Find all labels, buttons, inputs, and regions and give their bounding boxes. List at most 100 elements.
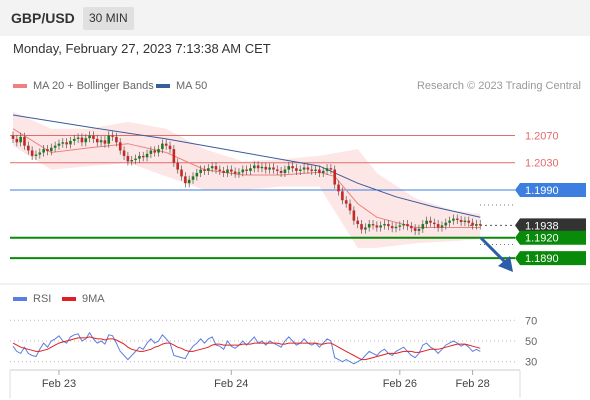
level-label-1-1890: 1.1890	[525, 253, 559, 265]
candle	[153, 150, 157, 153]
chart-datetime: Monday, February 27, 2023 7:13:38 AM CET	[13, 41, 271, 56]
candle	[92, 135, 95, 139]
candle	[207, 168, 210, 171]
legend-rsi-ma-swatch	[62, 297, 76, 302]
candle	[348, 203, 352, 211]
candle	[394, 226, 398, 229]
candle	[333, 169, 337, 185]
legend-rsi-label: RSI	[33, 293, 52, 305]
candle	[168, 145, 172, 150]
candle	[390, 226, 394, 229]
level-label-1-1990-box	[515, 183, 586, 197]
x-tick-label: Feb 28	[455, 378, 489, 390]
level-label-1-1890-box	[515, 251, 586, 266]
legend-rsi: RSI	[13, 293, 51, 305]
candle	[318, 169, 321, 173]
candle	[452, 218, 455, 221]
candle	[367, 224, 371, 228]
candle	[199, 169, 202, 173]
candle	[237, 172, 241, 174]
candle	[195, 172, 199, 177]
candle	[34, 154, 38, 156]
candle	[214, 166, 218, 170]
candle	[191, 176, 195, 180]
candle	[444, 222, 448, 226]
candle	[122, 150, 126, 156]
candle	[448, 220, 451, 223]
candle	[264, 166, 268, 170]
level-label-1-2070: 1.2070	[525, 130, 559, 142]
rsi-tick-label: 50	[525, 336, 537, 348]
candle	[161, 143, 164, 150]
legend-rsi-ma: 9MA	[62, 293, 105, 305]
candle	[53, 145, 57, 148]
rsi-line	[12, 331, 481, 365]
rsi-tick-label: 30	[525, 357, 537, 369]
candle	[364, 227, 367, 230]
candle	[287, 166, 291, 170]
candle	[226, 169, 229, 173]
candle	[149, 150, 153, 154]
candle	[471, 222, 474, 226]
candle	[256, 165, 260, 169]
candle	[417, 228, 421, 231]
candle	[245, 169, 248, 171]
candle	[218, 169, 222, 171]
level-label-1-1990-group: 1.1990	[515, 183, 586, 197]
candle	[57, 143, 61, 146]
candle	[325, 168, 329, 171]
candle	[314, 169, 317, 171]
candle	[38, 152, 42, 155]
candle	[302, 167, 306, 170]
candle	[30, 150, 34, 156]
legend-ma50: MA 50	[156, 80, 207, 92]
legend-ma50-label: MA 50	[176, 80, 208, 92]
candle	[107, 135, 111, 144]
candle	[50, 147, 53, 152]
candle	[295, 168, 298, 171]
candle	[440, 225, 444, 228]
candle	[76, 137, 80, 139]
legend-ma20-label: MA 20 + Bollinger Bands	[33, 80, 154, 92]
candle	[99, 140, 103, 143]
level-label-1-1990: 1.1990	[525, 185, 559, 197]
x-tick-label: Feb 24	[214, 378, 248, 390]
candle	[138, 155, 141, 159]
candle	[115, 136, 118, 143]
candle	[310, 169, 314, 171]
candle	[88, 135, 91, 139]
candle	[341, 191, 344, 201]
candle	[233, 171, 237, 174]
research-credit: Research © 2023 Trading Central	[416, 80, 581, 92]
candle	[268, 167, 271, 170]
candle	[11, 135, 15, 139]
candle	[421, 224, 425, 229]
candle	[337, 184, 340, 192]
candle	[72, 138, 76, 141]
candle	[46, 149, 49, 152]
legend-rsi-swatch	[13, 297, 27, 302]
candle	[252, 165, 256, 169]
legend-rsi-ma-label: 9MA	[82, 293, 105, 305]
legend-ma20-swatch	[13, 84, 27, 89]
candle	[383, 224, 386, 226]
candle	[130, 160, 134, 162]
candle	[475, 224, 478, 226]
candle	[272, 167, 275, 170]
top-bar: GBP/USD 30 MIN	[0, 0, 590, 36]
candle	[467, 220, 471, 223]
candle	[387, 224, 390, 227]
candle	[249, 168, 252, 171]
candle	[23, 136, 26, 146]
candle	[184, 176, 187, 184]
candle	[145, 153, 149, 158]
level-label-1-1938: 1.1938	[525, 220, 559, 232]
level-label-1-2030: 1.2030	[525, 158, 559, 170]
candle	[352, 210, 356, 221]
interval-button[interactable]: 30 MIN	[83, 7, 134, 30]
candle	[279, 170, 283, 173]
candle	[306, 167, 310, 170]
candle	[157, 149, 160, 153]
candle	[172, 149, 176, 163]
